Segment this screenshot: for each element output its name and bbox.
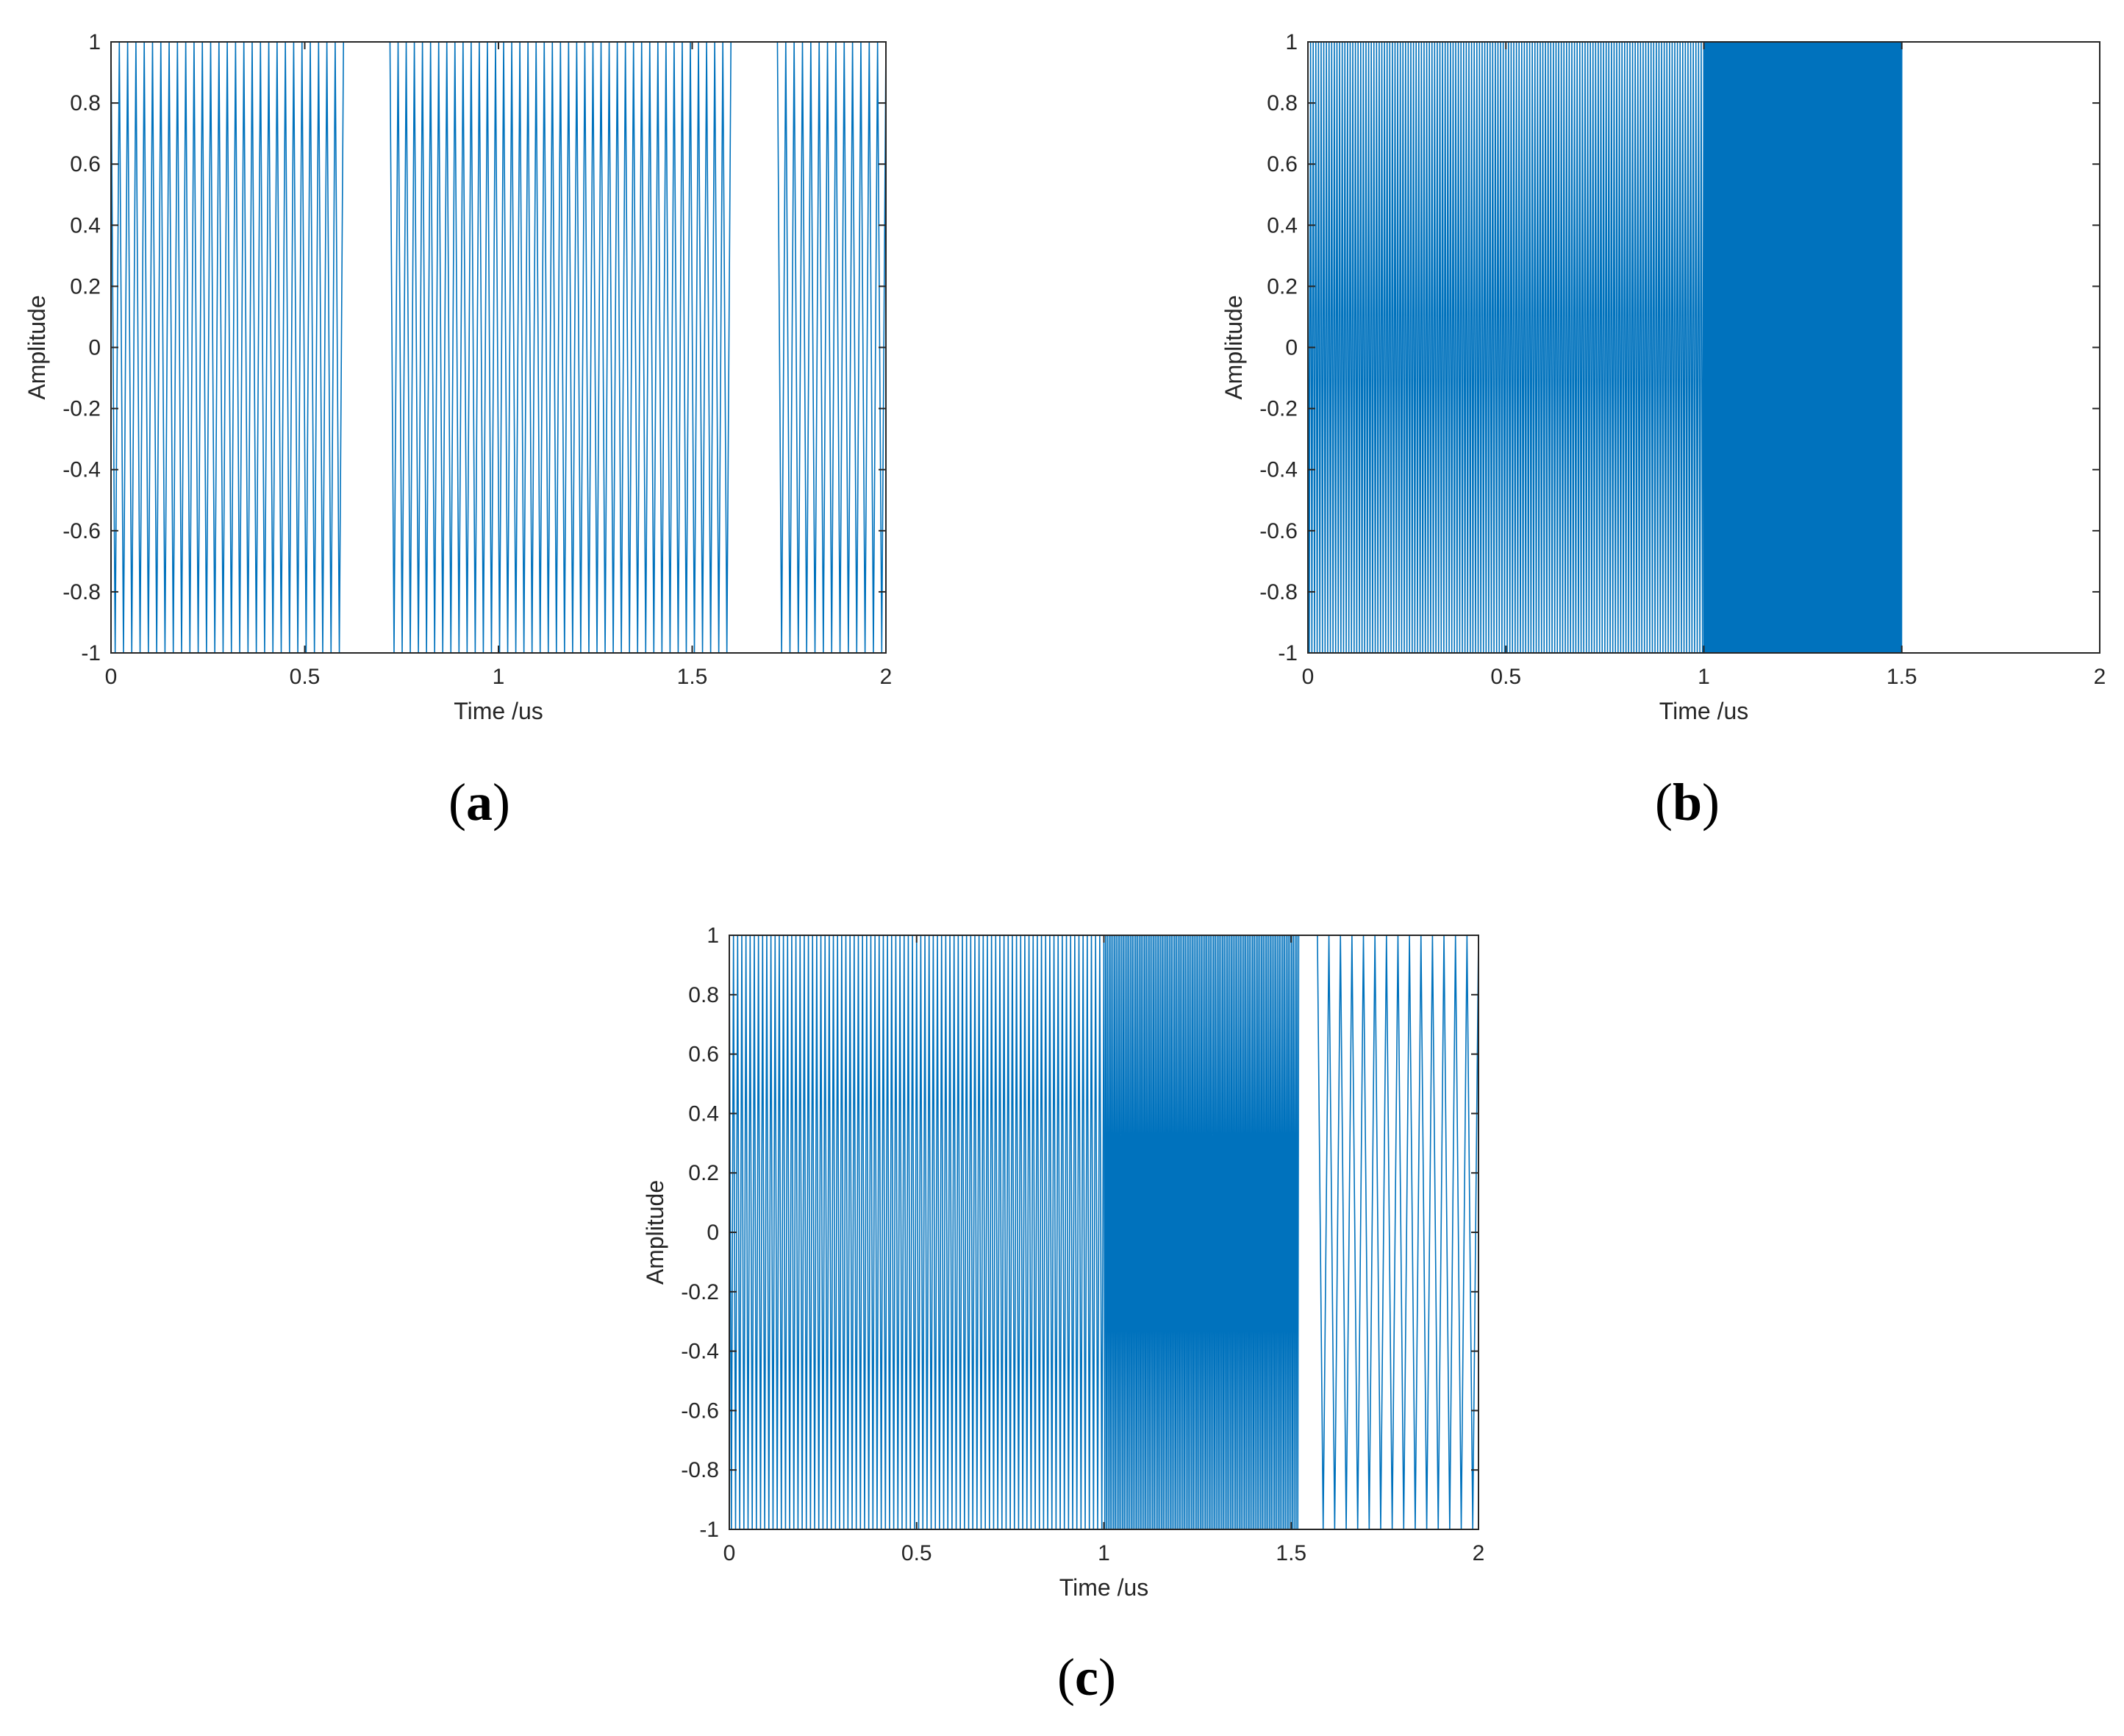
y-tick-label: -0.6 — [62, 519, 101, 543]
x-tick-label: 2 — [2094, 665, 2106, 689]
x-tick-label: 1.5 — [1276, 1541, 1306, 1565]
y-tick-label: 1 — [1285, 30, 1298, 54]
y-axis-label: Amplitude — [642, 1180, 668, 1285]
y-tick-label: 0.4 — [688, 1101, 719, 1126]
y-tick-label: -0.2 — [1259, 397, 1298, 421]
x-tick-label: 0.5 — [290, 665, 321, 689]
y-tick-label: -0.4 — [1259, 458, 1298, 482]
x-tick-label: 1 — [1698, 665, 1710, 689]
chart-panel-b: -1 -0.8 -0.6 -0.4 -0.2 0 0.2 0.4 0.6 0.8 1 0 0.5 1 1.5… — [1220, 30, 2106, 832]
y-tick-label: 0.6 — [70, 152, 101, 176]
y-tick-label: -1 — [1278, 641, 1298, 665]
y-tick-label: 0.6 — [688, 1043, 719, 1067]
x-tick-label: 2 — [880, 665, 893, 689]
x-tick-label: 2 — [1473, 1541, 1485, 1565]
signal-segment — [1703, 41, 1903, 654]
x-tick-label: 0.5 — [901, 1541, 932, 1565]
y-tick-label: 1 — [707, 924, 719, 948]
y-tick-label: 0 — [88, 336, 101, 360]
y-tick-label: 1 — [88, 30, 101, 54]
y-tick-label: -0.8 — [62, 580, 101, 604]
y-axis-label: Amplitude — [24, 295, 50, 399]
x-tick-label: 0 — [723, 1541, 736, 1565]
y-tick-label: 0.2 — [70, 274, 101, 299]
y-tick-label: -0.2 — [681, 1280, 719, 1304]
y-tick-label: 0.8 — [688, 983, 719, 1007]
y-tick-label: -1 — [699, 1518, 719, 1542]
x-tick-label: 0 — [1302, 665, 1315, 689]
y-axis-label: Amplitude — [1220, 295, 1247, 399]
y-tick-label: -0.2 — [62, 397, 101, 421]
y-tick-label: 0 — [707, 1221, 719, 1245]
x-tick-label: 1 — [493, 665, 505, 689]
x-tick-label: 0 — [105, 665, 118, 689]
x-tick-label: 1.5 — [1887, 665, 1917, 689]
x-tick-label: 1.5 — [677, 665, 708, 689]
panel-letter: a — [466, 773, 493, 832]
y-tick-label: -0.4 — [62, 458, 101, 482]
panel-label: (c) — [1057, 1648, 1116, 1707]
y-tick-label: -0.8 — [681, 1458, 719, 1482]
y-tick-label: 0.8 — [1267, 91, 1298, 115]
y-tick-label: -0.4 — [681, 1340, 719, 1364]
y-tick-label: -0.8 — [1259, 580, 1298, 604]
chart-panel-a: -1 -0.8 -0.6 -0.4 -0.2 0 0.2 0.4 0.6 0.8 1 0 0.5 1 1.5… — [24, 30, 892, 832]
panel-letter: c — [1075, 1648, 1098, 1707]
y-tick-label: 0.2 — [1267, 274, 1298, 299]
x-axis-label: Time /us — [454, 698, 543, 724]
y-tick-label: 0.2 — [688, 1161, 719, 1185]
chart-panel-c: -1 -0.8 -0.6 -0.4 -0.2 0 0.2 0.4 0.6 0.8 1 0 0.5 1 1.5… — [642, 924, 1484, 1707]
panel-label: (a) — [448, 773, 510, 832]
y-tick-label: -0.6 — [1259, 519, 1298, 543]
panel-label: (b) — [1655, 773, 1720, 832]
y-tick-label: -0.6 — [681, 1399, 719, 1423]
x-tick-label: 1 — [1098, 1541, 1110, 1565]
y-tick-label: 0.4 — [1267, 213, 1298, 237]
x-axis-label: Time /us — [1659, 698, 1749, 724]
x-axis-label: Time /us — [1059, 1574, 1149, 1601]
y-tick-label: 0.8 — [70, 91, 101, 115]
y-tick-label: 0.6 — [1267, 152, 1298, 176]
x-tick-label: 0.5 — [1490, 665, 1521, 689]
y-tick-label: -1 — [81, 641, 101, 665]
panel-letter: b — [1673, 773, 1702, 832]
y-tick-label: 0.4 — [70, 213, 101, 237]
y-tick-label: 0 — [1285, 336, 1298, 360]
